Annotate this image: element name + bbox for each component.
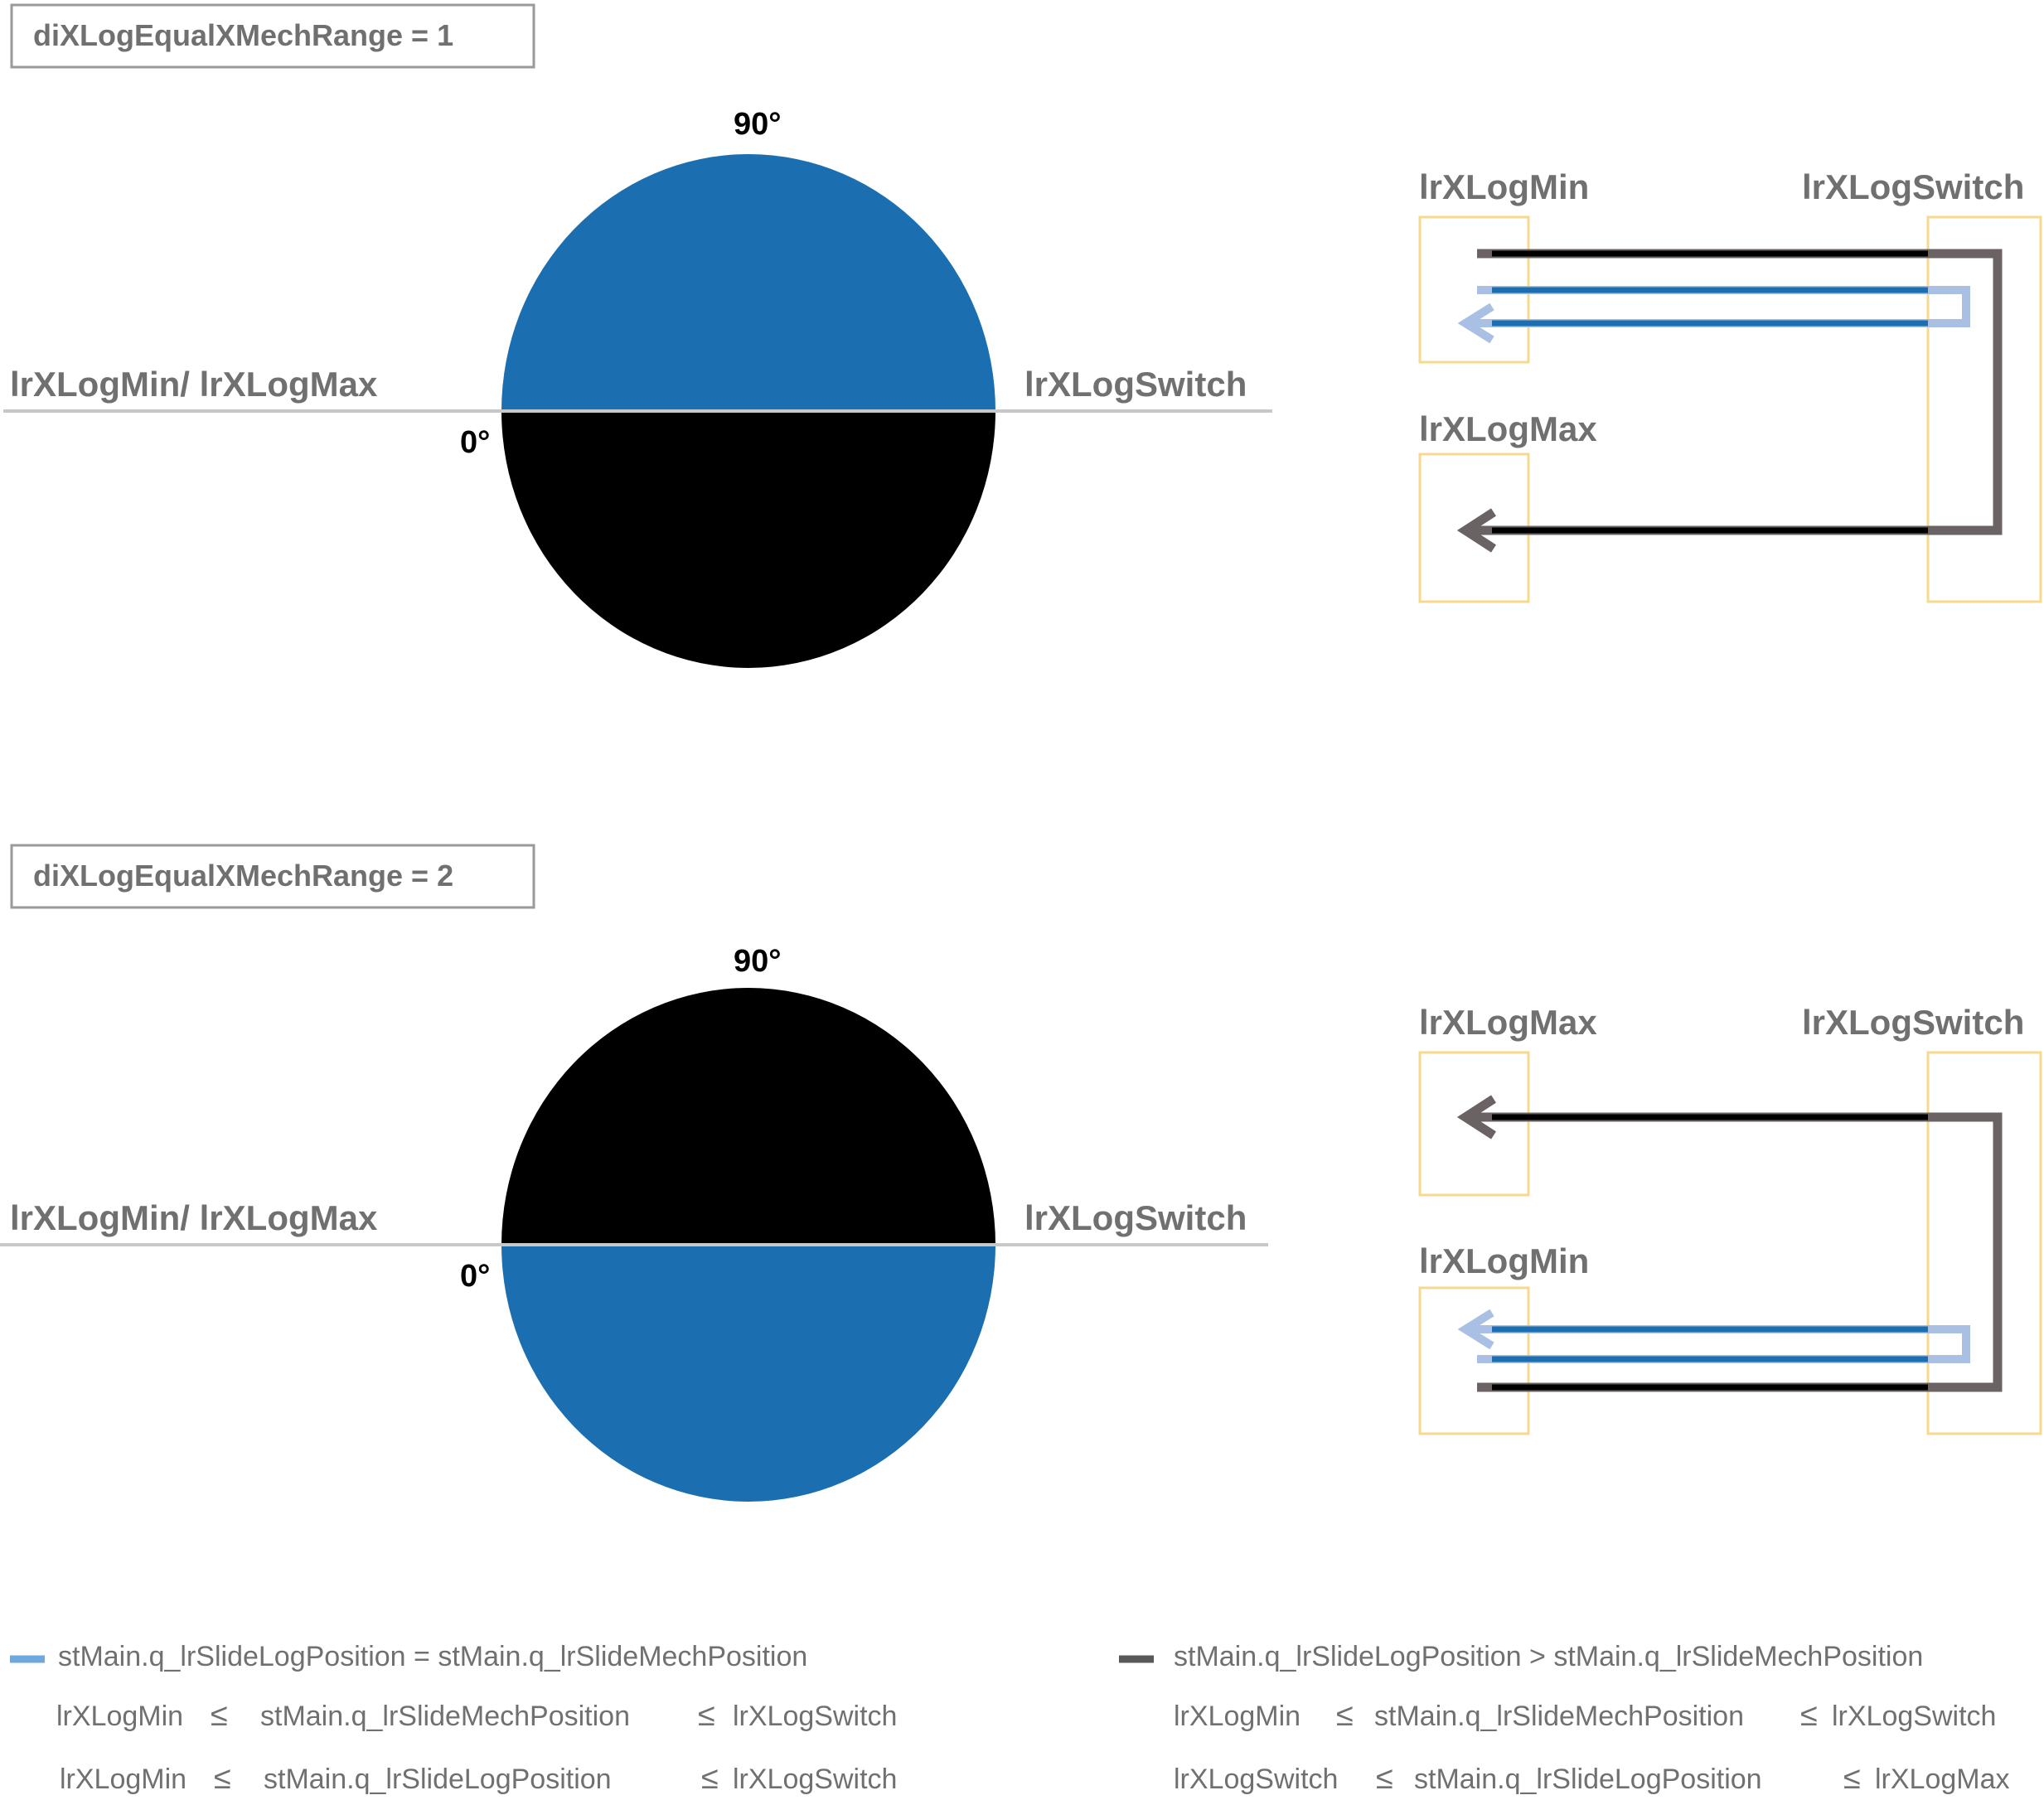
- legend-equal-line1-left: lrXLogMin: [56, 1701, 183, 1732]
- panel-1-arrow-head-left-icon: [1456, 508, 1496, 553]
- panel-1-label-right: lrXLogSwitch: [1024, 365, 1247, 404]
- panel-2-frame-max: [1418, 1051, 1530, 1197]
- legend-greater-line1-op1: ≤: [1336, 1698, 1354, 1733]
- legend-greater-line2-op2: ≤: [1843, 1761, 1861, 1796]
- panel-2-frame-switch: [1926, 1051, 2042, 1435]
- panel-2-degree-top: 90°: [734, 944, 781, 979]
- panel-2-lower-half-disc: [501, 1245, 995, 1502]
- panel-2-path-label-top-right: lrXLogSwitch: [1802, 1003, 2024, 1042]
- legend-equal-line2-op1: ≤: [214, 1761, 231, 1796]
- panel-2-blue-path: [1457, 1309, 1970, 1363]
- legend-greater-line1-op2: ≤: [1800, 1698, 1818, 1733]
- panel-2-label-right: lrXLogSwitch: [1024, 1198, 1247, 1237]
- panel-1-title-box: [10, 3, 535, 69]
- legend-equal-line1-right: lrXLogSwitch: [733, 1701, 897, 1732]
- legend-equal-line2-op2: ≤: [701, 1761, 719, 1796]
- panel-2-path-label-bottom-left: lrXLogMin: [1419, 1241, 1589, 1280]
- panel-1-path-label-bottom-left: lrXLogMax: [1419, 409, 1597, 448]
- legend-greater-line2-left: lrXLogSwitch: [1174, 1764, 1338, 1795]
- panel-2-title: diXLogEqualXMechRange = 2: [33, 859, 453, 893]
- panel-2-blue-arrow-head-icon: [1457, 1309, 1494, 1350]
- panel-1-label-left: lrXLogMin/ lrXLogMax: [10, 365, 378, 404]
- panel-1-blue-path: [1457, 286, 1970, 344]
- panel-1-lower-half-disc: [501, 411, 995, 668]
- legend-greater-line2-middle: stMain.q_lrSlideLogPosition: [1414, 1764, 1762, 1795]
- legend-equal-line2-right: lrXLogSwitch: [733, 1764, 897, 1795]
- legend-greater-line2-right: lrXLogMax: [1875, 1764, 2010, 1795]
- panel-1-dark-path: [1456, 249, 2003, 553]
- legend-equal-condition: stMain.q_lrSlideLogPosition = stMain.q_l…: [58, 1641, 807, 1672]
- panel-2-title-box: [10, 844, 535, 909]
- panel-1-frame-switch: [1926, 215, 2042, 603]
- legend-equal-line1-middle: stMain.q_lrSlideMechPosition: [260, 1701, 630, 1732]
- panel-1-title: diXLogEqualXMechRange = 1: [33, 18, 453, 52]
- panel-2-label-left: lrXLogMin/ lrXLogMax: [10, 1198, 378, 1237]
- legend-equal-line2-middle: stMain.q_lrSlideLogPosition: [264, 1764, 612, 1795]
- panel-2-arrow-head-left-icon: [1456, 1095, 1496, 1140]
- legend-greater-line1-middle: stMain.q_lrSlideMechPosition: [1374, 1701, 1744, 1732]
- panel-1-path-label-top-left: lrXLogMin: [1419, 167, 1589, 206]
- panel-1-degree-zero: 0°: [460, 425, 490, 460]
- panel-1-upper-half-disc: [501, 154, 995, 411]
- legend-greater-line1-right: lrXLogSwitch: [1832, 1701, 1996, 1732]
- legend-greater-line1-left: lrXLogMin: [1174, 1701, 1301, 1732]
- legend-equal-line2-left: lrXLogMin: [60, 1764, 186, 1795]
- legend-equal-line1-op2: ≤: [698, 1698, 715, 1733]
- panel-1-degree-top: 90°: [734, 107, 781, 142]
- panel-2-upper-half-disc: [501, 988, 995, 1245]
- legend-equal-line1-op1: ≤: [211, 1698, 228, 1733]
- panel-1-path-label-top-right: lrXLogSwitch: [1802, 167, 2024, 206]
- panel-2-dark-path: [1456, 1095, 2003, 1392]
- panel-1: diXLogEqualXMechRange = 1 90° 0° lrXLogM…: [3, 3, 2042, 668]
- panel-2-degree-zero: 0°: [460, 1259, 490, 1294]
- legend: stMain.q_lrSlideLogPosition = stMain.q_l…: [10, 1641, 2010, 1796]
- panel-1-blue-arrow-head-icon: [1457, 302, 1494, 344]
- panel-2-path-label-top-left: lrXLogMax: [1419, 1003, 1597, 1042]
- legend-greater-line2-op1: ≤: [1376, 1761, 1393, 1796]
- legend-greater-condition: stMain.q_lrSlideLogPosition > stMain.q_l…: [1174, 1641, 1923, 1672]
- panel-2: diXLogEqualXMechRange = 2 90° 0° lrXLogM…: [0, 844, 2042, 1502]
